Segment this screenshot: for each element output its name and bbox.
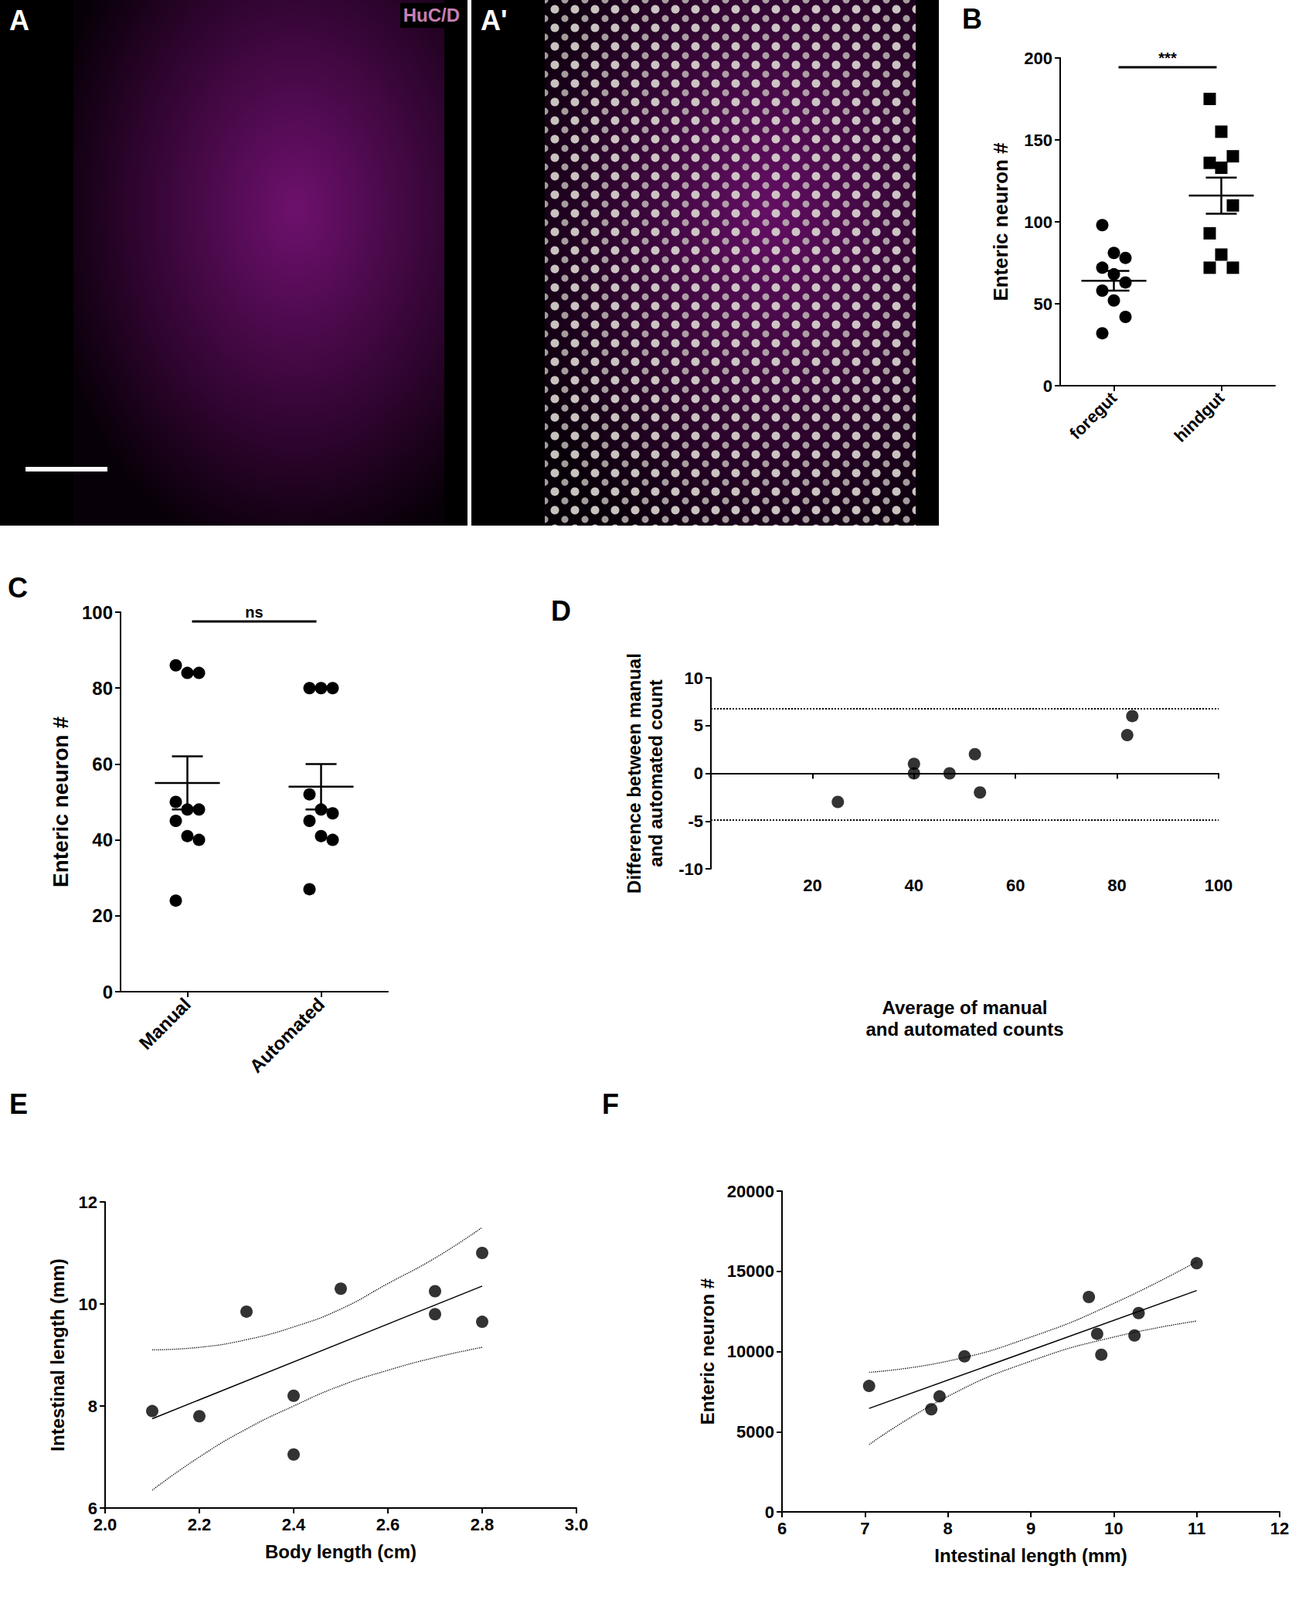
svg-text:and automated count: and automated count: [645, 679, 667, 867]
svg-text:2.6: 2.6: [376, 1514, 401, 1534]
svg-text:0: 0: [693, 763, 704, 783]
svg-text:150: 150: [1023, 130, 1053, 150]
svg-text:2.8: 2.8: [470, 1514, 495, 1534]
svg-text:Manual: Manual: [135, 992, 196, 1054]
svg-text:100: 100: [81, 601, 113, 623]
svg-text:-10: -10: [678, 859, 704, 879]
svg-text:60: 60: [91, 753, 113, 775]
svg-text:80: 80: [91, 677, 113, 699]
svg-text:6: 6: [777, 1518, 787, 1538]
svg-text:10000: 10000: [727, 1341, 775, 1361]
svg-text:3.0: 3.0: [564, 1514, 589, 1534]
svg-text:hindgut: hindgut: [1170, 387, 1229, 446]
svg-text:2.4: 2.4: [282, 1514, 306, 1534]
svg-text:7: 7: [860, 1518, 870, 1538]
svg-text:8: 8: [943, 1518, 953, 1538]
svg-text:20: 20: [91, 904, 113, 926]
svg-text:10: 10: [684, 668, 704, 688]
html-text:HuC/D: HuC/D: [403, 4, 460, 26]
svg-text:0: 0: [1043, 376, 1053, 396]
svg-text:***: ***: [1158, 49, 1177, 67]
svg-text:Intestinal length (mm): Intestinal length (mm): [47, 1258, 68, 1451]
svg-text:9: 9: [1026, 1518, 1036, 1538]
svg-text:Enteric neuron #: Enteric neuron #: [989, 142, 1013, 302]
svg-text:10: 10: [78, 1294, 98, 1314]
svg-text:ns: ns: [244, 603, 263, 621]
svg-text:15000: 15000: [727, 1261, 775, 1281]
svg-text:12: 12: [1270, 1518, 1289, 1538]
svg-text:12: 12: [78, 1192, 98, 1212]
svg-text:Automated: Automated: [244, 992, 329, 1077]
svg-text:and automated counts: and automated counts: [865, 1018, 1064, 1040]
svg-text:foregut: foregut: [1065, 387, 1122, 444]
svg-text:20000: 20000: [727, 1181, 775, 1201]
svg-text:-5: -5: [687, 811, 704, 831]
svg-text:5000: 5000: [736, 1421, 775, 1442]
svg-text:20: 20: [802, 875, 822, 895]
svg-text:Intestinal length (mm): Intestinal length (mm): [934, 1544, 1127, 1566]
svg-text:50: 50: [1033, 294, 1053, 314]
html-text:A': A': [480, 4, 508, 37]
svg-text:6: 6: [87, 1497, 98, 1518]
svg-text:Body length (cm): Body length (cm): [265, 1540, 417, 1562]
svg-text:E: E: [9, 1088, 28, 1120]
svg-text:5: 5: [693, 715, 704, 735]
svg-text:Enteric neuron #: Enteric neuron #: [48, 716, 73, 888]
svg-text:0: 0: [102, 981, 113, 1003]
svg-text:10: 10: [1104, 1518, 1123, 1538]
html-text:A: A: [9, 4, 30, 37]
svg-text:Enteric neuron #: Enteric neuron #: [697, 1278, 718, 1425]
svg-text:100: 100: [1023, 212, 1053, 232]
svg-text:B: B: [962, 3, 983, 35]
svg-text:0: 0: [765, 1502, 775, 1522]
svg-text:C: C: [7, 571, 28, 604]
svg-text:8: 8: [88, 1396, 98, 1416]
svg-text:11: 11: [1187, 1518, 1206, 1538]
svg-text:200: 200: [1023, 48, 1053, 68]
svg-text:Average of manual: Average of manual: [882, 996, 1048, 1018]
svg-text:2.0: 2.0: [93, 1514, 118, 1534]
svg-text:40: 40: [91, 829, 113, 850]
svg-text:100: 100: [1204, 875, 1234, 895]
svg-text:80: 80: [1107, 875, 1126, 895]
svg-text:Difference between manual: Difference between manual: [623, 652, 645, 894]
svg-text:F: F: [601, 1088, 619, 1120]
svg-text:2.2: 2.2: [187, 1514, 212, 1534]
svg-text:60: 60: [1006, 875, 1025, 895]
svg-text:40: 40: [904, 875, 924, 895]
svg-text:D: D: [550, 595, 572, 627]
